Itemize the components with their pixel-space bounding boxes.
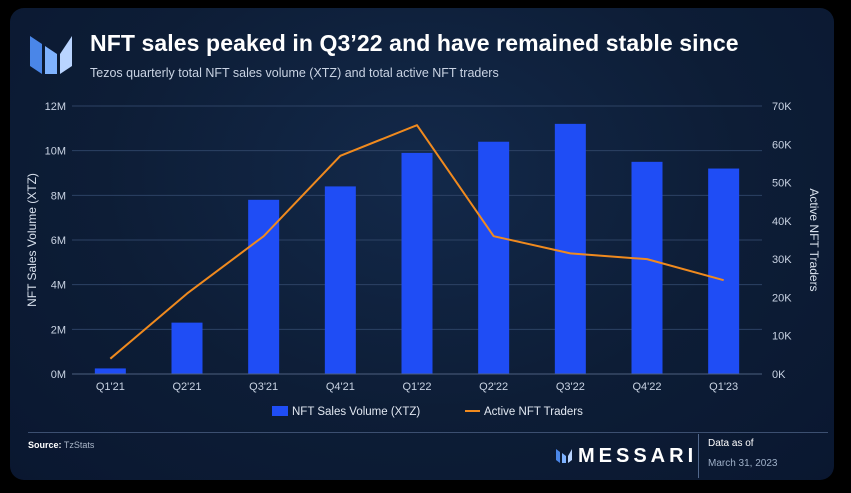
footer-separator [698, 434, 699, 478]
y-right-tick-label: 50K [772, 178, 792, 190]
bar [324, 186, 356, 374]
chart-subtitle: Tezos quarterly total NFT sales volume (… [90, 66, 499, 80]
legend-bar-swatch [272, 406, 288, 416]
y-left-tick-label: 8M [51, 190, 66, 202]
data-as-of-date: March 31, 2023 [708, 458, 778, 469]
legend-line-label: Active NFT Traders [484, 406, 583, 418]
y-right-axis-label: Active NFT Traders [807, 188, 821, 291]
x-tick-label: Q1'21 [96, 381, 125, 393]
bar [554, 123, 586, 374]
x-tick-label: Q3'21 [249, 381, 278, 393]
x-tick-label: Q2'21 [172, 381, 201, 393]
messari-m-logo-icon [30, 36, 72, 74]
y-right-tick-label: 10K [772, 331, 792, 343]
bar [94, 368, 126, 374]
chart-card: NFT sales peaked in Q3’22 and have remai… [10, 8, 834, 480]
x-tick-label: Q1'22 [402, 381, 431, 393]
x-tick-label: Q3'22 [556, 381, 585, 393]
y-left-tick-label: 6M [51, 235, 66, 247]
brand-logo: MESSARI [556, 444, 697, 468]
x-tick-label: Q2'22 [479, 381, 508, 393]
bar [171, 322, 203, 374]
y-left-tick-label: 0M [51, 369, 66, 381]
legend-bar-label: NFT Sales Volume (XTZ) [292, 406, 420, 418]
bar [478, 141, 510, 374]
y-right-tick-label: 20K [772, 292, 792, 304]
x-tick-label: Q4'22 [632, 381, 661, 393]
bar [401, 152, 433, 374]
y-left-tick-label: 2M [51, 324, 66, 336]
y-right-tick-label: 60K [772, 139, 792, 151]
brand-name: MESSARI [578, 444, 698, 467]
source-label: Source: [28, 440, 62, 450]
x-tick-label: Q4'21 [326, 381, 355, 393]
data-as-of-label: Data as of [708, 438, 754, 449]
source-value: TzStats [63, 440, 95, 450]
y-left-tick-label: 12M [45, 101, 66, 113]
y-right-tick-label: 30K [772, 254, 792, 266]
source-note: Source: TzStats [28, 440, 94, 450]
messari-mark-icon [556, 449, 572, 463]
bar [631, 161, 663, 374]
bar [708, 168, 740, 374]
y-left-tick-label: 10M [45, 146, 66, 158]
chart-title: NFT sales peaked in Q3’22 and have remai… [90, 30, 739, 56]
x-tick-label: Q1'23 [709, 381, 738, 393]
bar [248, 199, 280, 374]
y-right-tick-label: 40K [772, 216, 792, 228]
footer-divider [28, 432, 828, 433]
y-right-tick-label: 0K [772, 369, 786, 381]
y-left-tick-label: 4M [51, 280, 66, 292]
y-right-tick-label: 70K [772, 101, 792, 113]
chart-plot: 0M 2M 4M 6M 8M 10M 12M 0K 10K 20K 30K 40K 50K 60K 70K N… [25, 101, 821, 418]
y-left-axis-label: NFT Sales Volume (XTZ) [25, 173, 39, 307]
